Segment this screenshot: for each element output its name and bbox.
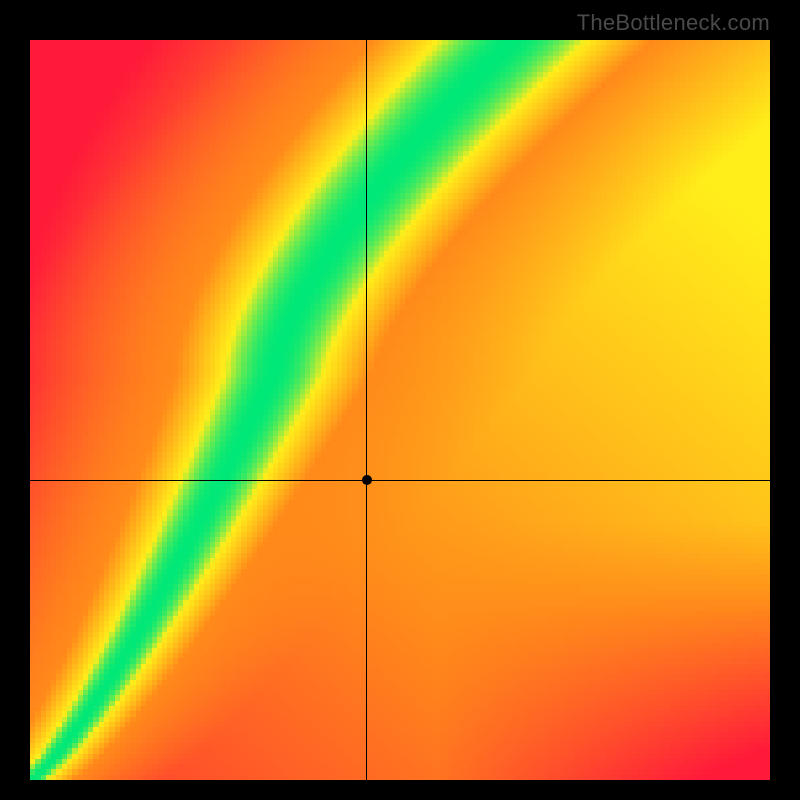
watermark-text: TheBottleneck.com — [577, 10, 770, 36]
crosshair-horizontal — [30, 480, 770, 481]
crosshair-vertical — [366, 40, 367, 780]
chart-container: TheBottleneck.com — [0, 0, 800, 800]
heatmap-canvas — [30, 40, 770, 780]
crosshair-marker — [361, 474, 373, 486]
